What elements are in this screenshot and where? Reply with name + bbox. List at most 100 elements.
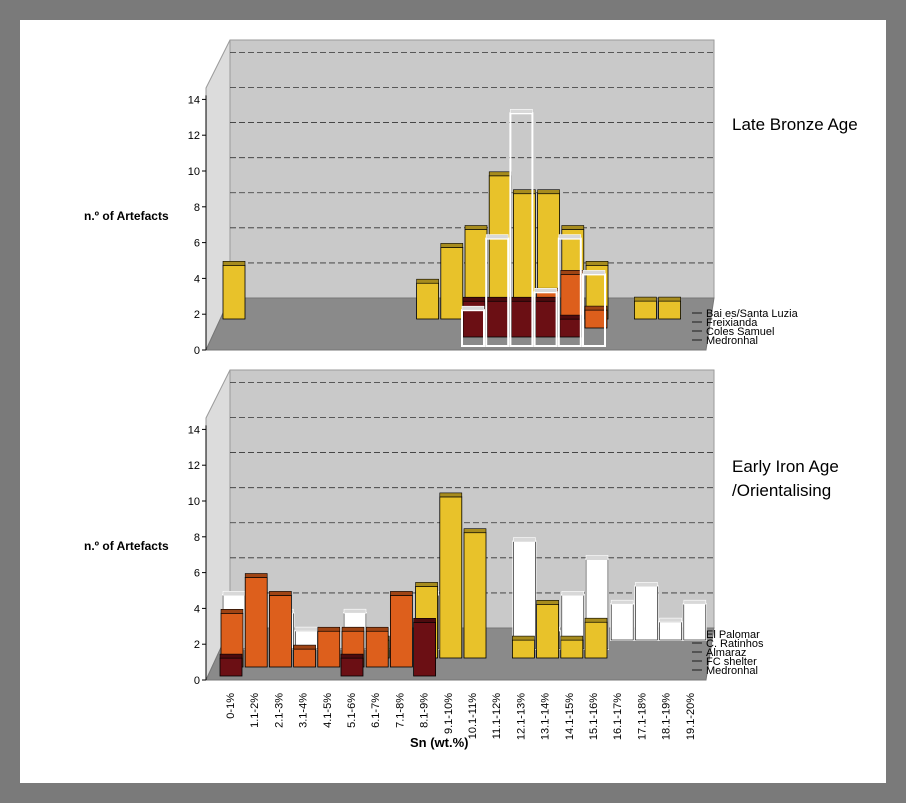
bar-top bbox=[561, 590, 585, 596]
bar-top bbox=[462, 296, 486, 302]
x-category-label: 8.1-9% bbox=[419, 693, 431, 728]
bar bbox=[682, 603, 707, 642]
y-axis-label: n.º of Artefacts bbox=[84, 539, 169, 553]
series-label: Coles Samuel bbox=[706, 326, 774, 338]
x-category-label: 11.1-12% bbox=[491, 693, 503, 739]
y-tick-label: 4 bbox=[194, 273, 200, 285]
bar bbox=[634, 300, 657, 320]
bar bbox=[413, 621, 437, 677]
bar bbox=[584, 309, 608, 329]
x-category-label: 1.1-2% bbox=[249, 693, 261, 728]
x-category-label: 9.1-10% bbox=[443, 693, 455, 734]
x-category-label: 17.1-18% bbox=[636, 693, 648, 740]
y-tick-label: 8 bbox=[194, 202, 200, 214]
bar-top bbox=[485, 234, 509, 239]
x-axis-title: Sn (wt.%) bbox=[410, 735, 469, 750]
series-label: Freixianda bbox=[706, 317, 758, 329]
y-tick-label: 14 bbox=[188, 94, 200, 106]
x-category-label: 2.1-3% bbox=[273, 693, 285, 728]
bar-top bbox=[537, 189, 560, 194]
bar-top bbox=[513, 537, 536, 542]
bar-top bbox=[219, 653, 243, 659]
series-label: Almaraz bbox=[706, 647, 746, 659]
bar-top bbox=[220, 608, 244, 614]
y-tick-label: 0 bbox=[194, 675, 200, 687]
panel-title: Late Bronze Age bbox=[732, 115, 858, 134]
bar-top bbox=[561, 225, 585, 230]
bar-top bbox=[585, 555, 609, 560]
bar-top bbox=[340, 653, 364, 659]
bar-top bbox=[512, 635, 535, 641]
bar-top bbox=[463, 528, 487, 534]
bar bbox=[510, 300, 534, 338]
bar-top bbox=[464, 225, 488, 230]
bar-top bbox=[511, 296, 534, 302]
bar bbox=[511, 639, 535, 659]
bar-top bbox=[222, 261, 246, 266]
y-tick-label: 12 bbox=[188, 460, 200, 472]
figure-frame: 0 2 4 6 8 10 12 14 n.º of Artefacts Late Bronze A… bbox=[20, 20, 886, 783]
bar bbox=[440, 246, 464, 320]
bar bbox=[634, 585, 659, 641]
bar-top bbox=[558, 234, 582, 239]
bar bbox=[439, 496, 463, 659]
bar bbox=[536, 603, 559, 659]
bar bbox=[535, 300, 558, 338]
bar-top bbox=[244, 573, 268, 578]
x-category-label: 13.1-14% bbox=[540, 693, 552, 740]
bar-top bbox=[559, 314, 583, 320]
bar-top bbox=[461, 305, 485, 311]
x-category-label: 16.1-17% bbox=[612, 693, 624, 740]
bar-top bbox=[560, 270, 584, 275]
x-category-label: 7.1-8% bbox=[394, 693, 406, 728]
bar-top bbox=[343, 608, 367, 614]
bar-top bbox=[535, 296, 558, 302]
bar bbox=[219, 657, 243, 677]
bar-top bbox=[486, 296, 510, 302]
bar-top bbox=[416, 278, 439, 284]
bar-top bbox=[439, 492, 463, 498]
bar-top bbox=[610, 599, 634, 605]
x-category-label: 3.1-4% bbox=[298, 693, 310, 728]
x-category-label: 4.1-5% bbox=[322, 693, 334, 728]
x-category-label: 14.1-15% bbox=[564, 693, 576, 740]
y-tick-label: 10 bbox=[188, 166, 200, 178]
panel-2: 0 2 4 6 8 10 12 14 n.º of Artefacts Early Iron Ag… bbox=[84, 369, 839, 687]
x-category-label: 19.1-20% bbox=[685, 693, 697, 740]
y-axis-label: n.º of Artefacts bbox=[84, 209, 169, 223]
bar-top bbox=[269, 591, 292, 596]
bar bbox=[560, 639, 584, 659]
y-tick-label: 4 bbox=[194, 603, 200, 615]
x-category-label: 18.1-19% bbox=[661, 693, 673, 740]
bar-top bbox=[513, 189, 536, 194]
bar-top bbox=[534, 287, 557, 293]
chart-canvas: 0 2 4 6 8 10 12 14 n.º of Artefacts Late Bronze A… bbox=[84, 39, 858, 750]
series-label: C. Ratinhos bbox=[706, 638, 764, 650]
bar-top bbox=[585, 261, 609, 266]
bar bbox=[268, 595, 292, 668]
bar-top bbox=[222, 590, 246, 596]
bar bbox=[610, 603, 635, 642]
series-label: Medronhal bbox=[706, 335, 758, 347]
bar bbox=[486, 300, 510, 338]
bar-top bbox=[341, 626, 365, 632]
bar-top bbox=[560, 635, 584, 641]
bar-top bbox=[317, 626, 341, 632]
bar-top bbox=[584, 305, 608, 311]
y-tick-label: 12 bbox=[188, 130, 200, 142]
bar bbox=[222, 264, 246, 320]
bar-top bbox=[415, 582, 438, 587]
bar-top bbox=[510, 109, 533, 114]
bar-top bbox=[683, 599, 707, 605]
bar bbox=[463, 532, 487, 659]
y-tick-label: 6 bbox=[194, 238, 200, 250]
x-category-label: 12.1-13% bbox=[515, 693, 527, 740]
bar bbox=[416, 282, 440, 320]
y-tick-label: 14 bbox=[188, 424, 200, 436]
bar bbox=[317, 630, 341, 668]
bar bbox=[365, 630, 389, 668]
x-category-label: 10.1-11% bbox=[467, 693, 479, 739]
bar-top bbox=[488, 171, 512, 177]
bar-top bbox=[413, 617, 436, 623]
y-tick-label: 10 bbox=[188, 496, 200, 508]
